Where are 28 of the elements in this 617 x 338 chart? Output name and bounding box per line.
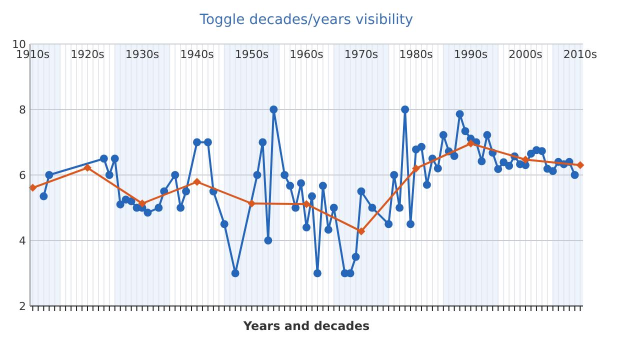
x-tick-label: 1990s [454, 48, 488, 61]
y-tick-label: 2 [19, 300, 26, 313]
point [357, 227, 366, 236]
point [83, 164, 92, 172]
point [28, 184, 37, 192]
x-tick-label: 2000s [508, 48, 543, 61]
x-tick-label: 1980s [399, 48, 434, 61]
y-tick-label: 10 [12, 38, 26, 51]
x-tick-label: 1950s [234, 48, 269, 61]
point [138, 199, 146, 208]
x-tick-label: 1930s [125, 48, 160, 61]
x-tick-label: 1920s [70, 48, 105, 61]
y-tick-label: 6 [19, 169, 26, 182]
x-axis-title: Years and decades [242, 319, 370, 333]
point [302, 200, 310, 208]
y-tick-label: 8 [19, 104, 26, 116]
x-tick-label: 2010s [563, 48, 598, 61]
point [466, 140, 475, 148]
x-tick-label: 1940s [180, 48, 214, 61]
point [248, 199, 256, 208]
chart-title: Toggle decades/years visibility [198, 12, 414, 28]
y-tick-label: 4 [19, 234, 26, 248]
point [522, 156, 530, 164]
x-tick-label: 1960s [290, 48, 324, 61]
point [192, 178, 201, 186]
point [576, 161, 584, 170]
x-tick-label: 1970s [344, 48, 378, 61]
point [412, 164, 420, 172]
